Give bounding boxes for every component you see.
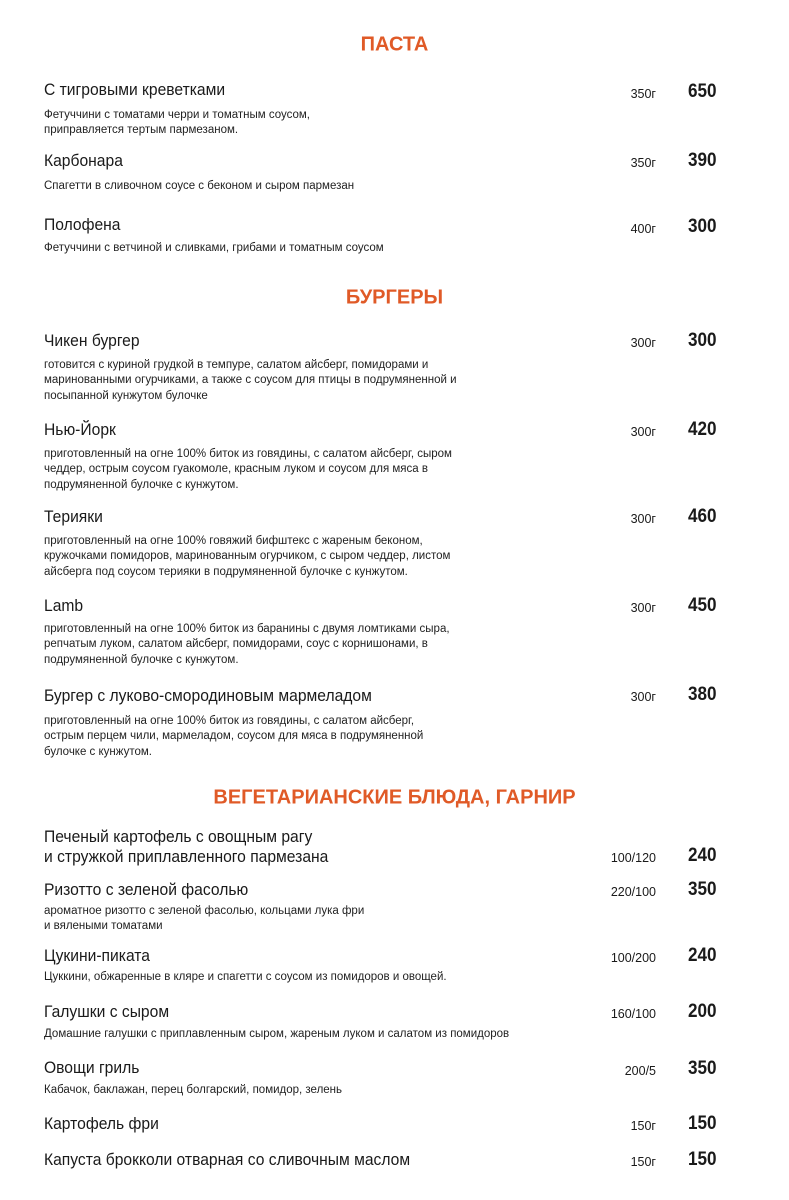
dish-price: 150 — [688, 1113, 717, 1134]
dish-weight: 100/120 — [610, 851, 656, 865]
dish-name: Картофель фри — [44, 1114, 159, 1133]
dish-weight: 350г — [630, 87, 656, 101]
dish-weight: 150г — [630, 1155, 656, 1169]
dish-name: Капуста брокколи отварная со сливочным м… — [44, 1150, 411, 1169]
dish-price: 650 — [688, 81, 717, 102]
dish-weight: 300г — [630, 690, 656, 704]
dish-description: ароматное ризотто с зеленой фасолью, кол… — [44, 905, 365, 933]
dish-name: Цукини-пиката — [44, 946, 150, 965]
dish-name: Полофена — [44, 215, 121, 234]
dish-name: С тигровыми креветками — [44, 80, 226, 99]
dish-weight: 400г — [630, 222, 656, 236]
dish-description: готовится с куриной грудкой в темпуре, с… — [44, 359, 457, 402]
dish-weight: 350г — [630, 156, 656, 170]
dish-name: Печеный картофель с овощным рагу и струж… — [44, 827, 329, 866]
dish-name: Чикен бургер — [44, 331, 140, 350]
dish-weight: 300г — [630, 512, 656, 526]
dish-description: приготовленный на огне 100% биток из гов… — [44, 448, 452, 491]
dish-weight: 200/5 — [624, 1064, 656, 1078]
dish-name: Бургер с луково-смородиновым мармеладом — [44, 686, 372, 705]
dish-price: 300 — [688, 216, 717, 237]
dish-weight: 160/100 — [610, 1007, 656, 1021]
dish-name: Терияки — [44, 507, 103, 526]
dish-price: 350 — [688, 879, 717, 900]
dish-price: 450 — [688, 595, 717, 616]
dish-price: 240 — [688, 945, 717, 966]
dish-price: 390 — [688, 150, 717, 171]
dish-price: 240 — [688, 845, 717, 866]
dish-name: Lamb — [44, 596, 84, 615]
dish-description: Спагетти в сливочном соусе с беконом и с… — [44, 180, 355, 192]
dish-weight: 100/200 — [610, 951, 656, 965]
dish-weight: 150г — [630, 1119, 656, 1133]
section-title: ПАСТА — [360, 33, 429, 56]
section-title: ВЕГЕТАРИАНСКИЕ БЛЮДА, ГАРНИР — [213, 786, 576, 809]
dish-price: 380 — [688, 684, 717, 705]
dish-description: Кабачок, баклажан, перец болгарский, пом… — [44, 1084, 343, 1096]
dish-description: приготовленный на огне 100% биток из гов… — [44, 715, 424, 758]
section-title: БУРГЕРЫ — [345, 286, 444, 309]
dish-price: 200 — [688, 1001, 717, 1022]
dish-description: Фетуччини с томатами черри и томатным со… — [44, 109, 310, 137]
dish-name: Овощи гриль — [44, 1058, 140, 1077]
dish-name: Карбонара — [44, 151, 123, 170]
dish-description: Фетуччини с ветчиной и сливками, грибами… — [44, 242, 384, 254]
dish-name: Нью-Йорк — [44, 420, 116, 439]
dish-price: 300 — [688, 330, 717, 351]
dish-description: приготовленный на огне 100% биток из бар… — [44, 623, 450, 666]
dish-description: приготовленный на огне 100% говяжий бифш… — [44, 535, 451, 578]
dish-price: 420 — [688, 419, 717, 440]
dish-price: 150 — [688, 1149, 717, 1170]
dish-description: Цуккини, обжаренные в кляре и спагетти с… — [44, 971, 447, 983]
dish-weight: 300г — [630, 601, 656, 615]
dish-weight: 300г — [630, 425, 656, 439]
dish-price: 350 — [688, 1058, 717, 1079]
dish-price: 460 — [688, 506, 717, 527]
dish-description: Домашние галушки с приплавленным сыром, … — [44, 1028, 510, 1040]
dish-name: Ризотто с зеленой фасолью — [44, 880, 249, 899]
dish-weight: 220/100 — [610, 885, 656, 899]
dish-weight: 300г — [630, 336, 656, 350]
dish-name: Галушки с сыром — [44, 1002, 170, 1021]
